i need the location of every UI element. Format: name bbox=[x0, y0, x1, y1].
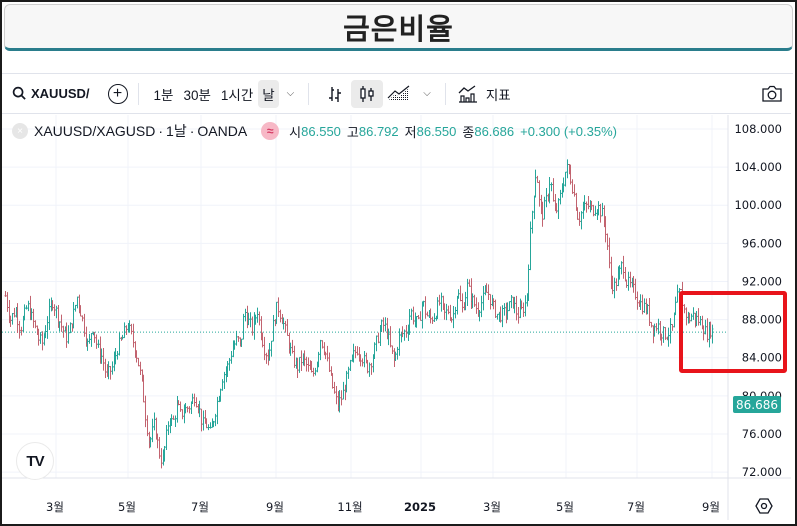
svg-text:7월: 7월 bbox=[191, 500, 209, 514]
svg-text:92.000: 92.000 bbox=[742, 274, 782, 288]
legend-symbol: XAUUSD/XAGUSD bbox=[34, 123, 156, 139]
title-banner: 금은비율 bbox=[4, 4, 793, 51]
chevron-down-icon: ⌵ bbox=[286, 88, 295, 99]
legend-low-label: 저 bbox=[404, 124, 417, 140]
tradingview-logo[interactable]: TV bbox=[16, 442, 54, 480]
candle-chart-icon bbox=[360, 85, 374, 102]
svg-text:3월: 3월 bbox=[46, 500, 64, 514]
legend-close-value: 86.686 bbox=[474, 123, 515, 139]
settings-icon[interactable] bbox=[755, 497, 773, 515]
legend-separator: · bbox=[189, 123, 195, 139]
svg-text:104.000: 104.000 bbox=[734, 160, 782, 174]
timeframe-dropdown[interactable]: ⌵ bbox=[283, 80, 299, 108]
svg-text:5월: 5월 bbox=[556, 500, 574, 514]
area-chart-icon bbox=[387, 85, 410, 101]
timeframe-1h[interactable]: 1시간 bbox=[220, 87, 254, 103]
legend-high-label: 고 bbox=[346, 124, 359, 140]
legend-open-label: 시 bbox=[289, 124, 302, 140]
svg-text:3월: 3월 bbox=[483, 500, 501, 514]
timeframe-1d[interactable]: 날 bbox=[258, 79, 279, 108]
svg-text:2025: 2025 bbox=[404, 500, 436, 514]
legend-close-label: 종 bbox=[462, 124, 475, 140]
indicators-icon bbox=[458, 84, 477, 103]
page-title: 금은비율 bbox=[343, 11, 454, 46]
legend-change: +0.300 (+0.35%) bbox=[520, 123, 617, 139]
svg-text:100.000: 100.000 bbox=[734, 198, 782, 212]
legend-separator: · bbox=[158, 123, 164, 139]
chart-widget: XAUUSD/ + 1분 30분 1시간 날 ⌵ ⌵ 지표 108.000 104… bbox=[2, 73, 793, 522]
snapshot-button[interactable] bbox=[761, 80, 783, 108]
chart-toolbar: XAUUSD/ + 1분 30분 1시간 날 ⌵ ⌵ 지표 bbox=[2, 74, 791, 114]
legend-low-value: 86.550 bbox=[416, 123, 457, 139]
svg-text:84.000: 84.000 bbox=[742, 351, 782, 365]
bar-chart-type-button[interactable] bbox=[319, 80, 351, 108]
svg-text:88.000: 88.000 bbox=[742, 313, 782, 327]
hide-legend-icon[interactable]: × bbox=[12, 123, 28, 139]
toolbar-divider bbox=[137, 82, 139, 105]
indicators-button[interactable]: 지표 bbox=[458, 80, 511, 108]
svg-text:9월: 9월 bbox=[702, 500, 720, 514]
svg-text:108.000: 108.000 bbox=[734, 122, 782, 136]
area-chart-type-button[interactable] bbox=[383, 80, 415, 108]
chevron-down-icon: ⌵ bbox=[423, 88, 431, 99]
approx-data-icon[interactable]: ≈ bbox=[261, 122, 280, 140]
toolbar-divider bbox=[308, 82, 310, 105]
svg-text:76.000: 76.000 bbox=[742, 427, 782, 441]
svg-text:96.000: 96.000 bbox=[742, 236, 782, 250]
price-chart[interactable]: 108.000 104.000 100.000 96.000 92.000 88.000 8… bbox=[2, 74, 793, 523]
legend-exchange: OANDA bbox=[197, 123, 248, 139]
toolbar-divider bbox=[444, 82, 446, 105]
camera-icon bbox=[762, 85, 782, 102]
timeframe-30m[interactable]: 30분 bbox=[183, 87, 211, 103]
svg-text:5월: 5월 bbox=[118, 500, 136, 514]
svg-text:11월: 11월 bbox=[337, 500, 362, 514]
plus-icon: + bbox=[112, 84, 123, 102]
candle-chart-type-button[interactable] bbox=[351, 79, 384, 108]
svg-text:72.000: 72.000 bbox=[742, 465, 782, 479]
legend-open-value: 86.550 bbox=[301, 123, 341, 139]
last-price-label: 86.686 bbox=[733, 396, 781, 413]
timeframe-1m[interactable]: 1분 bbox=[153, 87, 174, 103]
highlight-annotation bbox=[679, 291, 787, 373]
add-symbol-button[interactable]: + bbox=[107, 83, 128, 104]
indicators-label: 지표 bbox=[485, 87, 511, 103]
bar-chart-icon bbox=[329, 86, 342, 102]
search-icon bbox=[12, 86, 26, 100]
legend-high-value: 86.792 bbox=[358, 123, 399, 139]
symbol-name: XAUUSD/ bbox=[31, 86, 90, 101]
chart-legend: × XAUUSD/XAGUSD · 1날 · OANDA ≈ 시 86.550 고… bbox=[12, 121, 617, 141]
svg-text:9월: 9월 bbox=[266, 500, 284, 514]
svg-text:7월: 7월 bbox=[627, 500, 645, 514]
symbol-search-button[interactable]: XAUUSD/ bbox=[12, 80, 90, 108]
chart-type-dropdown[interactable]: ⌵ bbox=[419, 80, 435, 108]
legend-interval: 1날 bbox=[166, 123, 187, 139]
